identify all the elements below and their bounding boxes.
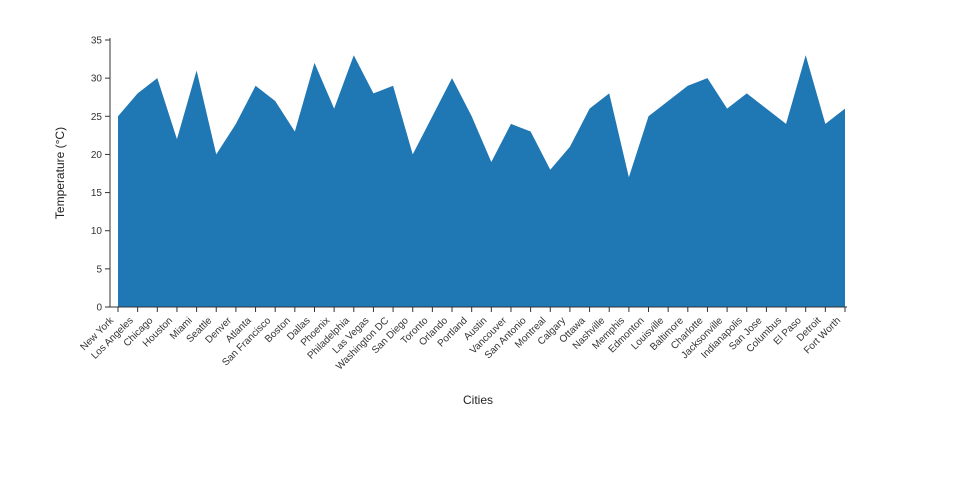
y-tick-label: 15: [91, 188, 103, 199]
y-tick-label: 0: [96, 303, 102, 314]
y-axis-title: Temperature (°C): [53, 127, 67, 219]
x-axis-title: Cities: [463, 393, 493, 407]
axes: [109, 38, 847, 308]
y-tick-label: 10: [91, 226, 103, 237]
y-tick-label: 5: [96, 264, 102, 275]
area-series: [118, 55, 845, 308]
y-tick-label: 35: [91, 36, 103, 47]
y-tick-label: 25: [91, 112, 103, 123]
y-axis-ticks: 0 5 10 15 20 25 30 35: [91, 36, 110, 314]
y-tick-label: 20: [91, 150, 103, 161]
y-tick-label: 30: [91, 74, 103, 85]
temperature-area-shape: [118, 55, 845, 308]
